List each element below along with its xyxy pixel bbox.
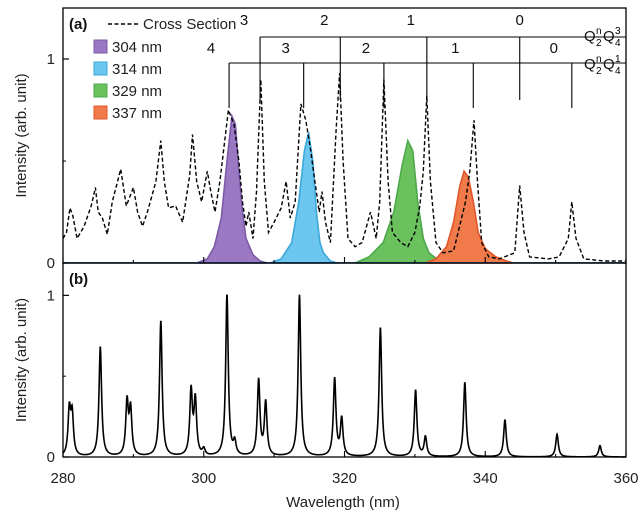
progression-label: 0 [550,40,558,57]
q-sub-1: 2 [596,38,602,49]
progression-label: 2 [362,40,370,57]
excitation-band-329-nm [354,138,451,264]
excitation-band-314-nm [270,132,338,264]
q-sup-1: n [596,26,602,37]
panel-a-ytick-label: 1 [47,51,55,68]
excitation-band-337-nm [425,169,514,264]
legend-label-337-nm: 337 nm [112,105,162,122]
panel-b-label: (b) [69,271,88,288]
legend-label-314-nm: 314 nm [112,61,162,78]
x-tick-label: 280 [50,470,75,487]
q-sup-2: 3 [615,26,621,37]
x-tick-label: 360 [613,470,638,487]
progression-label: 4 [207,40,215,57]
legend-cross-section-label: Cross Section [143,16,236,33]
progression-label: 3 [282,40,290,57]
x-axis-title: Wavelength (nm) [286,494,400,511]
legend-label-329-nm: 329 nm [112,83,162,100]
q-letter-2: Q [603,28,615,45]
panel-b-ytick-label: 0 [47,449,55,466]
x-tick-label: 340 [473,470,498,487]
panel-a-label: (a) [69,16,87,33]
x-tick-label: 300 [191,470,216,487]
progression-label: 1 [407,12,415,29]
x-tick-label: 320 [332,470,357,487]
q-sup-1: n [596,54,602,65]
cross-section-line [62,73,626,262]
panel-a-ytick-label: 0 [47,255,55,272]
q-sub-2: 4 [615,38,621,49]
legend-swatch-304-nm [93,39,108,54]
legend-swatch-337-nm [93,105,108,120]
panel-b-frame [62,262,627,458]
q-sub-2: 4 [615,66,621,77]
q-sub-1: 2 [596,66,602,77]
q-letter: Q [584,28,596,45]
excitation-band-304-nm [196,112,268,264]
panel-b-ytick-label: 1 [47,287,55,304]
q-sup-2: 1 [615,54,621,65]
legend-swatch-329-nm [93,83,108,98]
progression-label: 3 [240,12,248,29]
progression-label: 2 [320,12,328,29]
legend-label-304-nm: 304 nm [112,39,162,56]
simulated-spectrum-line [62,294,626,458]
q-letter: Q [584,56,596,73]
panel-a-y-axis-title: Intensity (arb. unit) [13,73,30,197]
progression-label: 0 [516,12,524,29]
legend-swatch-314-nm [93,61,108,76]
panel-b-y-axis-title: Intensity (arb. unit) [13,298,30,422]
progression-label: 1 [451,40,459,57]
panel-b: 0 1 280 300 320 340 360 Intensity (arb. unit) (b… [13,262,639,487]
q-letter-2: Q [603,56,615,73]
